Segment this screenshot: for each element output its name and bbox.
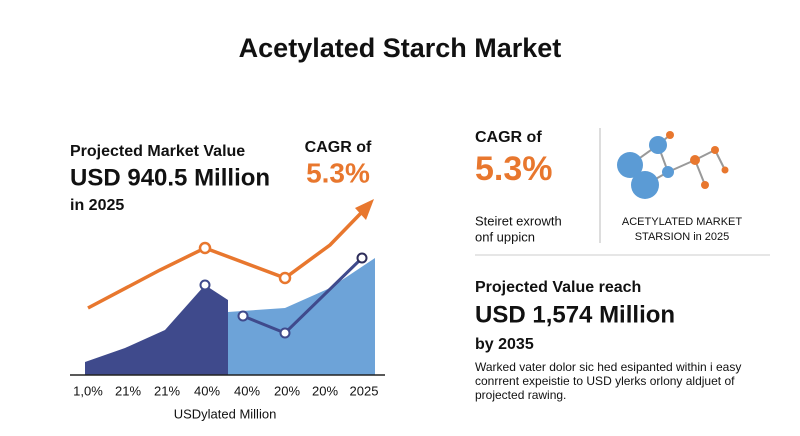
x-label: 21% bbox=[115, 383, 141, 398]
point bbox=[237, 310, 249, 322]
left-label: Projected Market Value bbox=[70, 143, 245, 160]
point bbox=[356, 252, 368, 264]
right-cagr-value: 5.3% bbox=[475, 150, 553, 188]
chart-graphic bbox=[70, 199, 385, 376]
left-value: USD 940.5 Million bbox=[70, 164, 270, 191]
trend-line bbox=[87, 210, 364, 310]
x-label: 40% bbox=[194, 383, 220, 398]
x-label: 1,0% bbox=[73, 383, 103, 398]
molecule-icon bbox=[617, 131, 729, 199]
description-line: projected rawing. bbox=[475, 388, 566, 402]
projection-label: Projected Value reach bbox=[475, 279, 641, 296]
description-line: Warked vater dolor sic hed esipanted wit… bbox=[475, 360, 741, 374]
x-label: 40% bbox=[234, 383, 260, 398]
left-cagr-value: 5.3% bbox=[306, 157, 370, 188]
left-year: in 2025 bbox=[70, 197, 124, 214]
x-label: 21% bbox=[154, 383, 180, 398]
x-label: 20% bbox=[274, 383, 300, 398]
description-line: conrrent expeistie to USD ylerks orlony … bbox=[475, 374, 735, 388]
point bbox=[279, 327, 291, 339]
dark-area bbox=[85, 285, 228, 375]
x-label: 20% bbox=[312, 383, 338, 398]
title: Acetylated Starch Market bbox=[239, 33, 562, 63]
projection-year: by 2035 bbox=[475, 336, 534, 353]
growth-line: onf uppicn bbox=[475, 229, 535, 244]
projection-value: USD 1,574 Million bbox=[475, 301, 675, 328]
x-labels: 1,0% 21% 21% 40% 40% 20% 20% 2025 bbox=[73, 383, 378, 398]
icon-caption: ACETYLATED MARKET bbox=[622, 216, 742, 228]
growth-line: Steiret exrowth bbox=[475, 213, 562, 228]
axis-label: USDylated Million bbox=[174, 406, 277, 421]
x-label: 2025 bbox=[350, 383, 379, 398]
point bbox=[278, 271, 292, 285]
right-cagr-label: CAGR of bbox=[475, 129, 542, 146]
icon-caption: STARSION in 2025 bbox=[635, 231, 730, 243]
point bbox=[198, 241, 212, 255]
trend-arrow bbox=[355, 199, 374, 220]
left-cagr-label: CAGR of bbox=[305, 139, 372, 156]
point bbox=[199, 279, 211, 291]
